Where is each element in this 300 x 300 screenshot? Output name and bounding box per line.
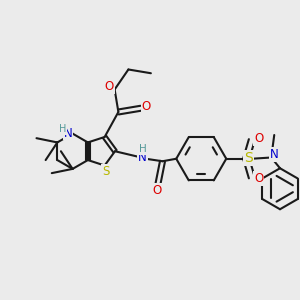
Text: S: S <box>102 164 110 178</box>
Text: O: O <box>254 132 263 145</box>
Text: H: H <box>139 145 146 154</box>
Text: O: O <box>152 184 161 196</box>
Text: O: O <box>104 80 114 93</box>
Text: S: S <box>244 151 253 165</box>
Text: N: N <box>270 148 279 161</box>
Text: O: O <box>142 100 151 113</box>
Text: H: H <box>59 124 67 134</box>
Text: N: N <box>64 127 73 140</box>
Text: O: O <box>254 172 263 185</box>
Text: N: N <box>138 151 147 164</box>
